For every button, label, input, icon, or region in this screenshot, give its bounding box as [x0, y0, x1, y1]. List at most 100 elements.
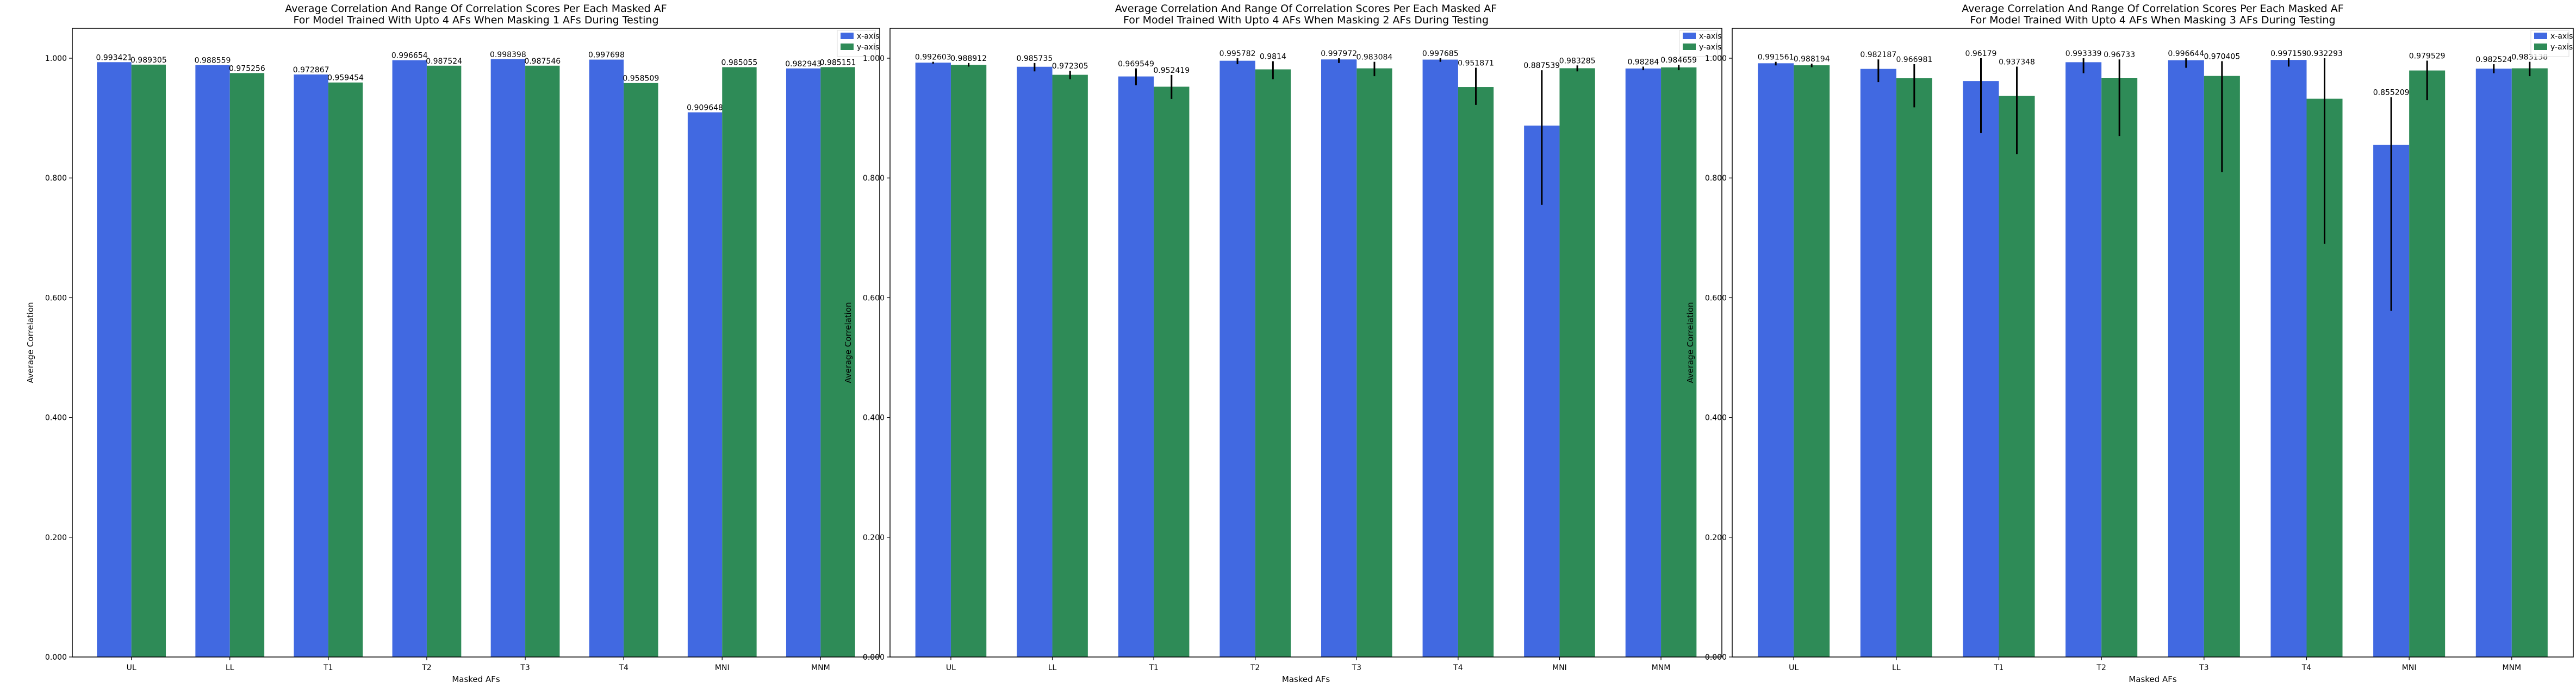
legend-label-x-axis: x-axis	[1699, 32, 1721, 41]
value-label-y-axis-UL: 0.988912	[950, 54, 987, 63]
bar-x-axis-T1	[1963, 81, 1999, 658]
value-label-x-axis-UL: 0.992603	[915, 53, 951, 62]
bar-y-axis-LL	[1896, 78, 1932, 658]
bar-y-axis-T3	[1357, 68, 1392, 657]
bar-x-axis-T1	[1118, 76, 1154, 657]
bar-y-axis-MNM	[2511, 68, 2548, 658]
value-label-x-axis-UL: 0.991561	[1758, 53, 1794, 62]
y-tick-label: 0.600	[1705, 294, 1727, 302]
bar-x-axis-T2	[1219, 60, 1255, 658]
y-tick-label: 0.600	[863, 294, 885, 302]
y-axis-label: Average Correlation	[1685, 302, 1695, 383]
bar-x-axis-UL	[1758, 63, 1794, 658]
legend: x-axis y-axis	[2530, 30, 2573, 57]
legend-swatch-y-axis	[2534, 44, 2547, 50]
value-label-y-axis-T1: 0.959454	[327, 74, 364, 83]
bar-x-axis-T4	[1422, 59, 1458, 658]
x-tick-label: T2	[421, 664, 431, 672]
bar-x-axis-LL	[195, 65, 230, 658]
value-label-y-axis-MNM: 0.985151	[820, 58, 856, 67]
bar-y-axis-MNM	[820, 67, 855, 658]
value-label-y-axis-MNI: 0.979529	[2409, 52, 2446, 60]
bar-y-axis-T4	[624, 83, 658, 657]
bar-x-axis-LL	[1017, 66, 1053, 658]
x-tick-label: LL	[226, 664, 234, 672]
bar-y-axis-T3	[525, 65, 560, 657]
value-label-x-axis-LL: 0.982187	[1860, 51, 1896, 59]
value-label-y-axis-LL: 0.972305	[1052, 62, 1088, 71]
x-tick-label: T3	[1352, 664, 1361, 672]
bar-y-axis-T2	[2101, 78, 2138, 657]
x-tick-label: UL	[946, 664, 956, 672]
legend-swatch-x-axis	[2534, 33, 2547, 39]
x-tick-label: T4	[618, 664, 629, 672]
bar-x-axis-MNM	[1625, 68, 1662, 658]
bar-y-axis-T2	[1255, 69, 1291, 657]
x-axis-label: Masked AFs	[1282, 674, 1330, 684]
value-label-x-axis-LL: 0.985735	[1016, 54, 1053, 63]
legend-swatch-x-axis	[1683, 33, 1696, 39]
plot-frame	[1732, 28, 2574, 658]
value-label-y-axis-T2: 0.96733	[2104, 51, 2135, 59]
bar-y-axis-UL	[950, 65, 987, 657]
x-axis-label: Masked AFs	[2129, 674, 2177, 684]
x-tick-label: MNI	[2402, 664, 2417, 672]
value-label-x-axis-MNI: 0.909648	[687, 104, 723, 113]
bar-x-axis-UL	[97, 62, 132, 658]
bar-y-axis-T4	[1458, 87, 1494, 657]
x-tick-label: T1	[323, 664, 333, 672]
bar-y-axis-T2	[426, 65, 462, 658]
value-label-x-axis-T4: 0.997685	[1422, 49, 1459, 58]
chart-title-line-1: Average Correlation And Range Of Correla…	[285, 3, 667, 15]
bar-x-axis-MNI	[687, 112, 723, 657]
y-tick-label: 0.800	[1705, 174, 1727, 183]
bar-x-axis-T1	[294, 74, 328, 657]
y-tick-label: 0.000	[45, 653, 67, 662]
x-tick-label: MNI	[715, 664, 730, 672]
value-label-x-axis-T3: 0.998398	[490, 51, 526, 59]
legend-swatch-x-axis	[841, 33, 854, 39]
value-label-y-axis-T4: 0.932293	[2306, 49, 2343, 58]
y-tick-label: 0.200	[45, 534, 67, 542]
plot-frame	[889, 28, 1722, 658]
y-tick-label: 0.200	[1705, 534, 1727, 542]
legend-label-y-axis: y-axis	[2550, 43, 2573, 52]
bar-y-axis-MNI	[2409, 70, 2446, 658]
value-label-x-axis-T2: 0.995782	[1219, 49, 1256, 58]
value-label-x-axis-LL: 0.988559	[195, 57, 231, 65]
value-label-x-axis-T1: 0.972867	[293, 66, 329, 75]
value-label-x-axis-MNM: 0.982524	[2475, 55, 2512, 64]
bar-x-axis-LL	[1860, 69, 1896, 657]
legend-swatch-y-axis	[841, 44, 854, 50]
y-tick-label: 0.800	[45, 174, 67, 183]
legend-label-x-axis: x-axis	[857, 32, 879, 41]
legend-label-x-axis: x-axis	[2550, 32, 2573, 41]
x-tick-label: MNM	[811, 664, 830, 672]
value-label-x-axis-T2: 0.993339	[2065, 49, 2102, 58]
chart-panel-3: Average Correlation And Range Of Correla…	[1685, 3, 2574, 684]
chart-title-line-2: For Model Trained With Upto 4 AFs When M…	[1123, 14, 1489, 26]
value-label-x-axis-T4: 0.997159	[2270, 49, 2307, 58]
value-label-y-axis-T3: 0.987546	[524, 57, 561, 66]
value-label-x-axis-T4: 0.997698	[588, 51, 625, 60]
x-tick-label: T3	[2199, 664, 2208, 672]
x-tick-label: T3	[520, 664, 530, 672]
bar-y-axis-UL	[1794, 65, 1830, 658]
bar-x-axis-T3	[2168, 60, 2204, 657]
y-tick-label: 1.000	[1705, 54, 1727, 63]
legend: x-axis y-axis	[1679, 30, 1721, 57]
bar-y-axis-T1	[1154, 86, 1190, 658]
y-tick-label: 0.200	[863, 534, 885, 542]
value-label-y-axis-T2: 0.987524	[426, 57, 462, 66]
value-label-y-axis-LL: 0.975256	[229, 64, 265, 73]
x-tick-label: LL	[1892, 664, 1901, 672]
value-label-x-axis-MNM: 0.98284	[1627, 58, 1659, 66]
x-tick-label: UL	[127, 664, 136, 672]
x-axis-label: Masked AFs	[452, 674, 500, 684]
legend-label-y-axis: y-axis	[1699, 43, 1721, 52]
x-tick-label: T1	[1994, 664, 2003, 672]
y-tick-label: 0.000	[1705, 653, 1727, 662]
value-label-y-axis-MNI: 0.985055	[721, 59, 758, 67]
bar-y-axis-MNI	[1559, 68, 1595, 657]
